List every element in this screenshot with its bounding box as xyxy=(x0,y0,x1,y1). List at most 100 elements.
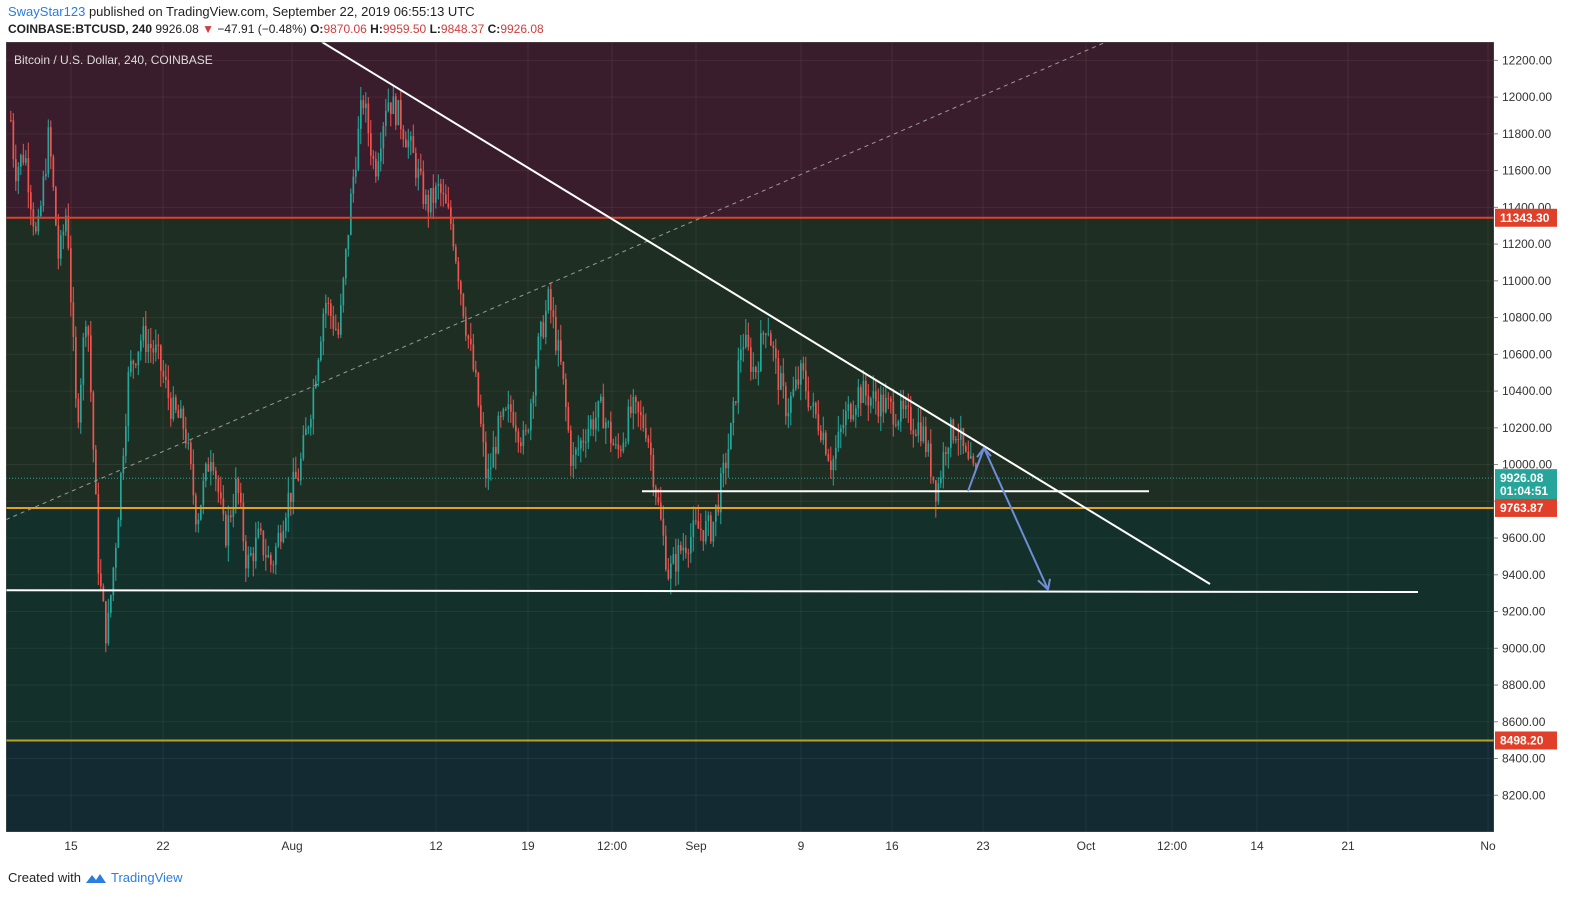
candle-body xyxy=(680,545,682,551)
candle-body xyxy=(137,351,140,366)
candle-body xyxy=(690,536,692,554)
candle-body xyxy=(322,313,325,342)
candle-body xyxy=(632,396,635,414)
candle-body xyxy=(565,378,567,408)
author-link[interactable]: SwayStar123 xyxy=(8,4,86,19)
candle-body xyxy=(297,478,300,481)
candle-body xyxy=(300,458,302,481)
y-tick-label: 8200.00 xyxy=(1502,788,1546,802)
candle-body xyxy=(285,517,287,531)
candle-body xyxy=(500,415,502,417)
x-tick-label: 22 xyxy=(156,839,170,853)
candle-body xyxy=(952,419,955,441)
candle-body xyxy=(247,555,250,569)
candle-body xyxy=(917,422,920,436)
y-tick-label: 8800.00 xyxy=(1502,678,1546,692)
candle-body xyxy=(650,442,652,455)
candle-body xyxy=(622,442,625,451)
candle-body xyxy=(702,530,705,542)
candle-body xyxy=(817,414,820,431)
candle-body xyxy=(875,391,877,402)
candle-body xyxy=(487,468,490,479)
change-arrow-icon: ▼ xyxy=(202,22,214,36)
candle-body xyxy=(347,234,350,250)
candle-body xyxy=(770,333,772,346)
candle-body xyxy=(475,369,477,373)
candle-body xyxy=(332,315,335,329)
symbol-info: COINBASE:BTCUSD, 240 9926.08 ▼ −47.91 (−… xyxy=(8,22,544,36)
candle-body xyxy=(282,530,285,542)
price-chart[interactable]: Bitcoin / U.S. Dollar, 240, COINBASE 122… xyxy=(5,41,1570,860)
candle-body xyxy=(802,363,805,371)
candle-body xyxy=(665,535,667,570)
candle-body xyxy=(605,422,607,429)
candle-body xyxy=(370,133,372,156)
candle-body xyxy=(240,492,242,503)
candle-body xyxy=(745,334,747,348)
candle-body xyxy=(555,316,557,351)
y-tick-label: 11000.00 xyxy=(1502,274,1551,288)
candle-body xyxy=(515,425,517,432)
publish-info: SwayStar123 published on TradingView.com… xyxy=(8,4,475,19)
candle-body xyxy=(350,193,352,235)
candle-body xyxy=(642,415,645,428)
candle-body xyxy=(735,401,737,403)
candle-body xyxy=(915,434,917,436)
price-label-box xyxy=(1495,208,1557,227)
candle-body xyxy=(397,100,400,126)
candle-body xyxy=(225,514,227,546)
candle-body xyxy=(682,547,685,551)
candle-body xyxy=(342,278,345,306)
candle-body xyxy=(110,595,112,613)
candle-body xyxy=(177,409,180,418)
created-with-text: Created with xyxy=(8,870,81,885)
candle-body xyxy=(287,492,290,518)
candle-body xyxy=(172,397,175,419)
candle-body xyxy=(677,545,680,572)
candle-body xyxy=(405,139,407,148)
candle-body xyxy=(797,379,800,385)
last-price: 9926.08 xyxy=(155,22,199,36)
candle-body xyxy=(292,471,295,502)
candle-body xyxy=(27,158,30,193)
candle-body xyxy=(220,492,222,499)
candle-body xyxy=(275,546,277,565)
candle-body xyxy=(355,169,357,177)
candle-body xyxy=(692,520,695,537)
chart-area[interactable]: Bitcoin / U.S. Dollar, 240, COINBASE 122… xyxy=(5,41,1570,860)
candle-body xyxy=(197,519,200,525)
x-tick-label: 21 xyxy=(1341,839,1355,853)
time-axis-bg xyxy=(6,832,1494,860)
tradingview-brand[interactable]: TradingView xyxy=(110,870,183,885)
candle-body xyxy=(672,554,675,564)
candle-body xyxy=(140,340,142,352)
candle-body xyxy=(392,96,395,115)
candle-body xyxy=(855,408,857,416)
candle-body xyxy=(760,333,762,371)
candle-body xyxy=(477,372,480,406)
candle-body xyxy=(242,502,245,542)
candle-body xyxy=(600,396,602,402)
candle-body xyxy=(822,432,825,441)
candle-body xyxy=(595,417,597,430)
candle-body xyxy=(902,400,905,410)
candle-body xyxy=(547,289,550,311)
candle-body xyxy=(75,336,77,399)
candle-body xyxy=(662,519,665,536)
candle-body xyxy=(850,403,852,420)
candle-body xyxy=(142,325,145,341)
y-tick-label: 9200.00 xyxy=(1502,605,1546,619)
candle-body xyxy=(635,396,637,403)
candle-body xyxy=(232,509,235,518)
candle-body xyxy=(82,337,85,385)
x-tick-label: 19 xyxy=(521,839,535,853)
candle-body xyxy=(740,349,742,361)
price-label-box xyxy=(1495,498,1557,517)
candle-body xyxy=(430,187,432,213)
candle-body xyxy=(697,521,700,529)
candle-body xyxy=(127,372,130,427)
candle-body xyxy=(280,533,282,542)
candle-body xyxy=(562,361,565,379)
candle-body xyxy=(45,173,47,177)
candle-body xyxy=(312,387,315,419)
